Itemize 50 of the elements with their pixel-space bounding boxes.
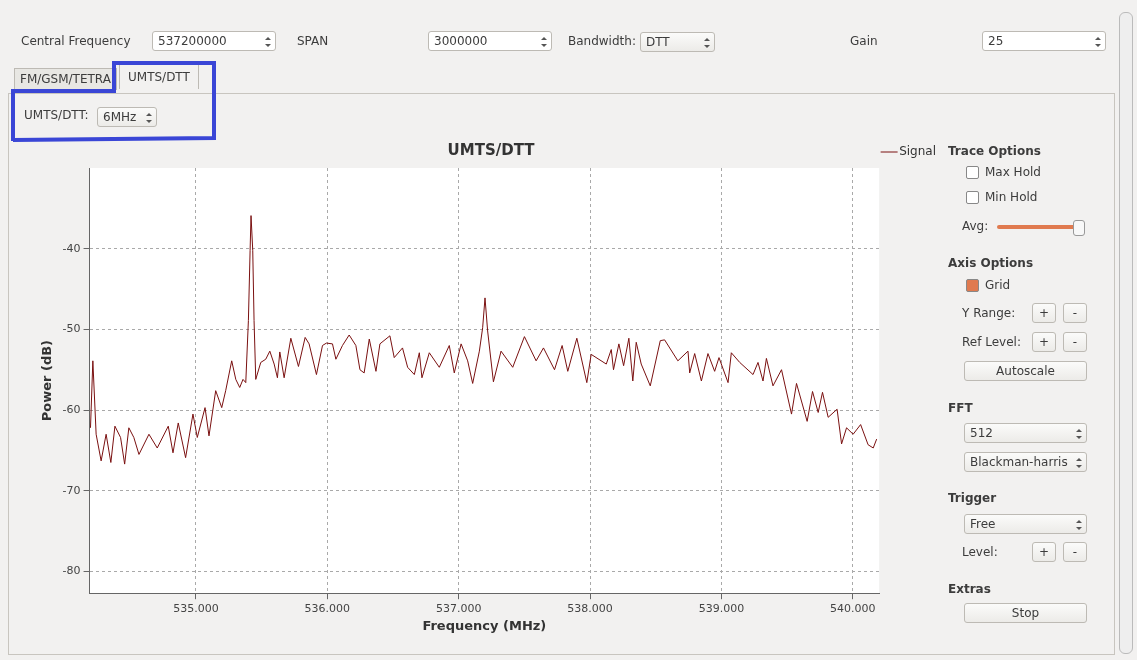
text: DTT xyxy=(640,32,715,52)
text: 512 xyxy=(964,423,1087,443)
text: Trace Options xyxy=(948,144,1041,158)
x-tick-label: 538.000 xyxy=(567,601,613,615)
text: + xyxy=(1032,303,1056,323)
text: 25 xyxy=(982,31,1106,51)
text: 537200000 xyxy=(152,31,276,51)
text: Y Range: xyxy=(962,306,1016,320)
text: SPAN xyxy=(297,34,329,48)
x-tick-label: 536.000 xyxy=(304,601,351,615)
text: - xyxy=(1063,542,1087,562)
x-tick-label: 535.000 xyxy=(173,601,219,615)
text: Grid xyxy=(985,278,1011,292)
text: Free xyxy=(964,514,1087,534)
x-tick-label: 537.000 xyxy=(435,601,482,615)
text: Level: xyxy=(962,545,998,559)
text: + xyxy=(1032,332,1056,352)
text: UMTS/DTT xyxy=(119,64,199,89)
text: Gain xyxy=(850,34,878,48)
y-tick-label: -40 xyxy=(62,241,81,255)
text: - xyxy=(1063,332,1087,352)
y-tick-label: -60 xyxy=(62,402,81,416)
y-tick-label: -70 xyxy=(62,483,81,497)
text: 6MHz xyxy=(97,107,157,127)
text: Axis Options xyxy=(948,256,1034,270)
x-axis-title: Frequency (MHz) xyxy=(422,617,547,633)
text: Central Frequency xyxy=(21,34,131,48)
x-tick-label: 539.000 xyxy=(698,601,745,615)
text: Avg: xyxy=(962,219,989,233)
text: Bandwidth: xyxy=(568,34,636,48)
text: FFT xyxy=(948,401,973,415)
y-axis-title: Power (dB) xyxy=(39,339,55,422)
text: - xyxy=(1063,303,1087,323)
chart-title: UMTS/DTT xyxy=(447,140,536,159)
legend-label: Signal xyxy=(899,144,937,159)
text: Autoscale xyxy=(964,361,1087,381)
y-tick-label: -80 xyxy=(62,564,81,578)
text: Stop xyxy=(964,603,1087,623)
text: + xyxy=(1032,542,1056,562)
text: UMTS/DTT: xyxy=(24,108,89,122)
text: Trigger xyxy=(948,491,997,505)
text: 3000000 xyxy=(428,31,552,51)
text: Extras xyxy=(948,582,991,596)
text: FM/GSM/TETRA xyxy=(14,68,117,90)
text: Blackman-harris xyxy=(964,452,1087,472)
y-tick-label: -50 xyxy=(62,322,81,336)
text: Min Hold xyxy=(985,190,1038,204)
x-tick-label: 540.000 xyxy=(830,601,876,615)
text: Ref Level: xyxy=(962,335,1021,349)
text: Max Hold xyxy=(985,165,1041,179)
